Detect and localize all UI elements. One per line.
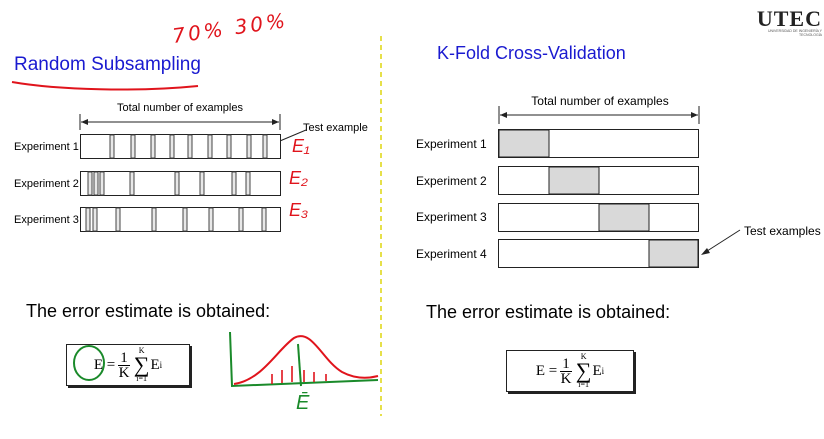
right-experiment-1-label: Experiment 1 — [416, 137, 487, 151]
left-experiment-2-label: Experiment 2 — [14, 178, 79, 190]
right-experiment-3-bar — [498, 203, 699, 232]
handwritten-e2: E₂ — [289, 168, 308, 188]
left-experiment-1-label: Experiment 1 — [14, 141, 79, 153]
right-total-label: Total number of examples — [531, 94, 669, 108]
handwritten-e-bar: Ē — [296, 392, 310, 414]
fold-1 — [498, 129, 550, 158]
section-divider — [380, 36, 382, 416]
right-experiment-2-label: Experiment 2 — [416, 174, 487, 188]
left-estimate-text: The error estimate is obtained: — [26, 301, 271, 321]
right-experiment-4-bar — [498, 239, 699, 268]
right-experiment-2-bar — [498, 166, 699, 195]
handwritten-e3: E₃ — [289, 200, 309, 220]
right-experiment-4-label: Experiment 4 — [416, 247, 487, 261]
kfold-title: K-Fold Cross-Validation — [437, 43, 626, 63]
formula-sum: K ∑ i=1 — [133, 346, 150, 383]
left-experiment-3-label: Experiment 3 — [14, 214, 79, 226]
left-experiment-1-bar — [80, 134, 281, 159]
right-total-arrow — [498, 106, 700, 124]
fold-4 — [648, 239, 699, 268]
fold-2 — [548, 166, 600, 195]
handwritten-e1: E₁ — [292, 136, 310, 156]
right-experiment-3-label: Experiment 3 — [416, 210, 487, 224]
random-subsampling-title: Random Subsampling — [14, 54, 201, 75]
right-test-examples-label: Test examples — [744, 224, 821, 238]
left-experiment-3-bar — [80, 207, 281, 232]
right-experiment-1-bar — [498, 129, 699, 158]
handwritten-distribution-sketch — [229, 331, 379, 388]
left-experiment-2-bar — [80, 171, 281, 196]
handwritten-underline — [11, 81, 199, 91]
left-total-arrow — [79, 114, 281, 130]
utec-logo: UTEC — [756, 6, 822, 31]
handwritten-green-circle — [73, 345, 105, 381]
right-estimate-text: The error estimate is obtained: — [426, 302, 671, 322]
handwritten-split-note: 70% 30% — [170, 8, 290, 48]
left-test-example-label: Test example — [303, 122, 368, 134]
right-test-examples-arrow — [701, 229, 741, 255]
left-total-label: Total number of examples — [117, 102, 243, 114]
utec-logo-subtext: UNIVERSIDAD DE INGENIERÍA Y TECNOLOGÍA — [767, 29, 822, 37]
formula-fraction: 1 K — [118, 349, 130, 381]
fold-3 — [598, 203, 650, 232]
